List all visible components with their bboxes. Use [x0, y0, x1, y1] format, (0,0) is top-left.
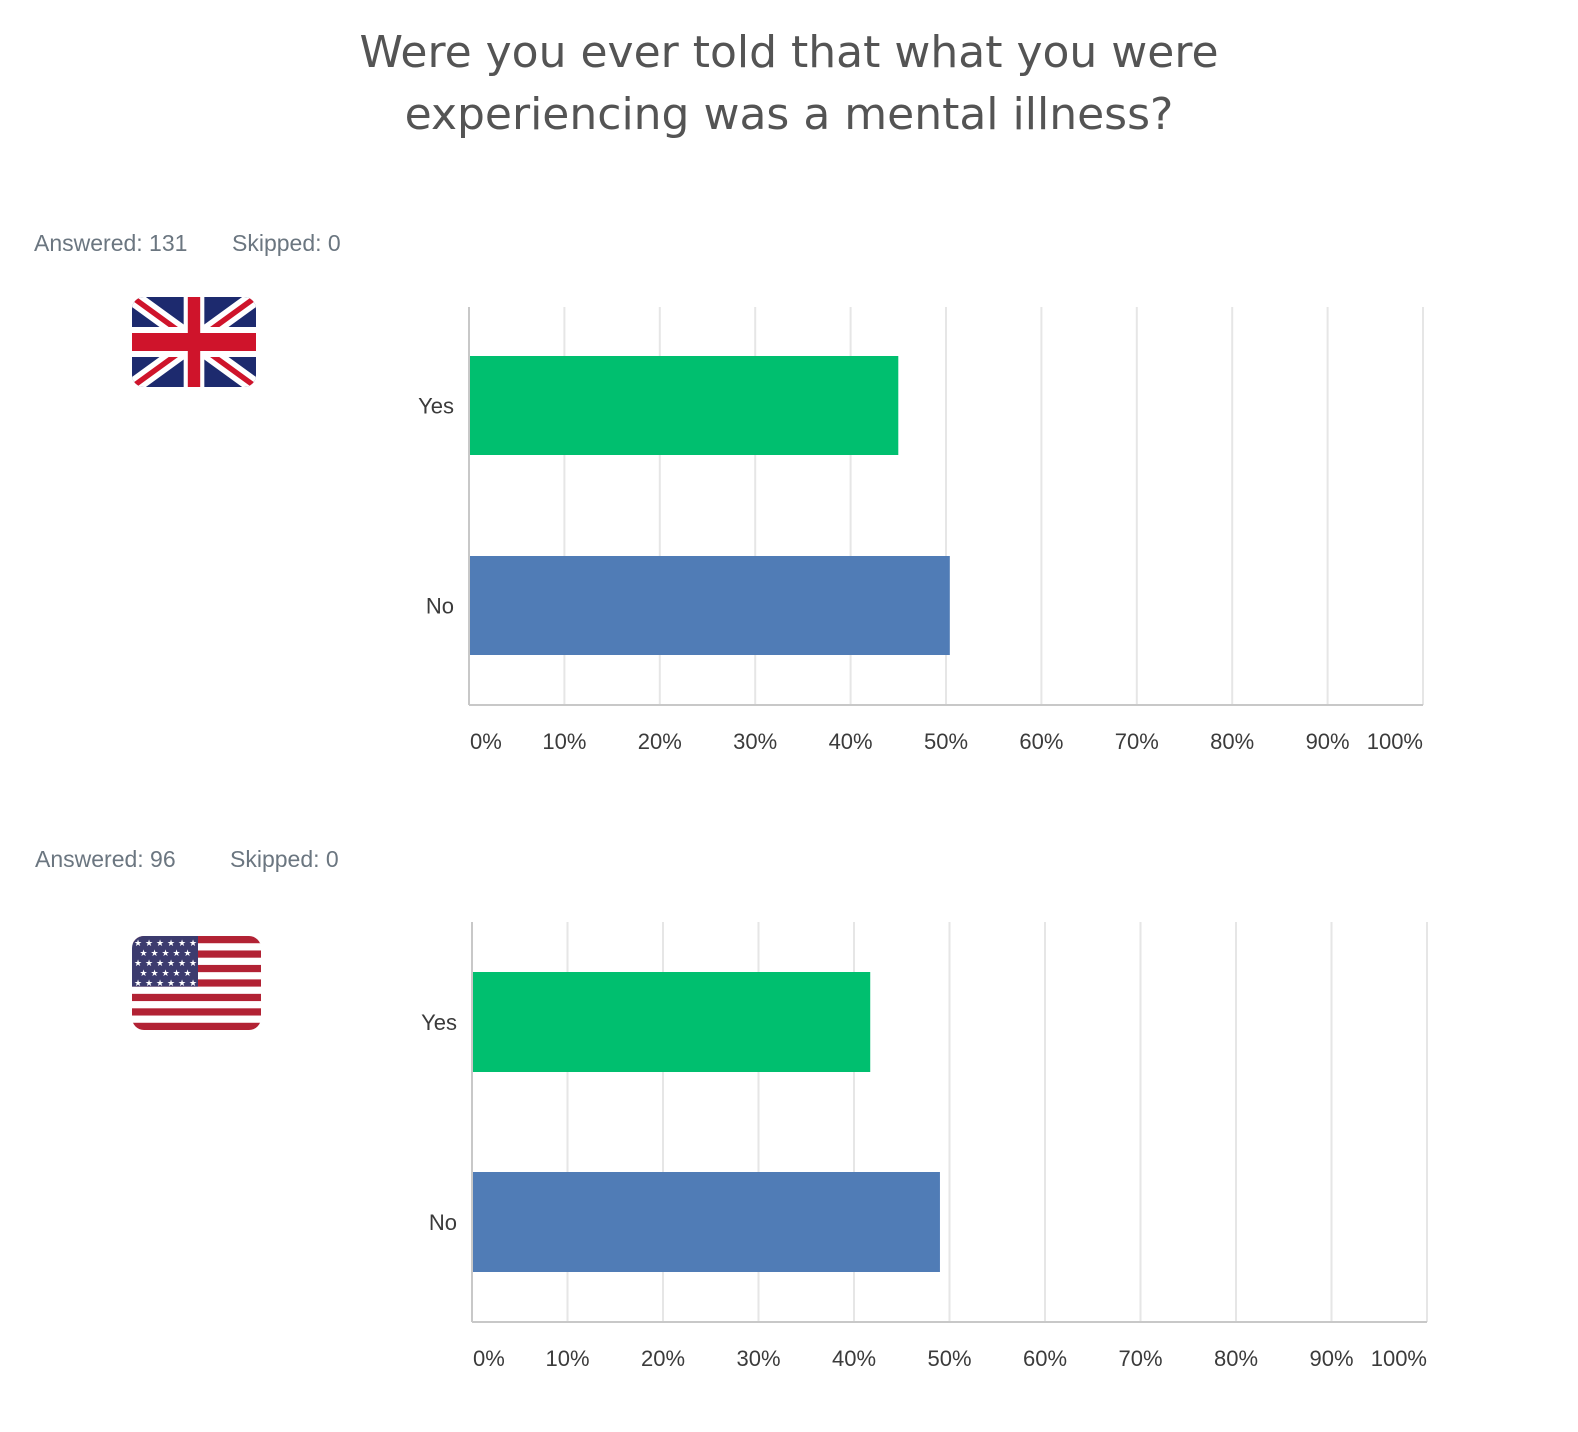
svg-text:★: ★: [156, 959, 164, 969]
x-tick-label: 70%: [1115, 729, 1159, 754]
svg-text:★: ★: [145, 939, 153, 949]
x-tick-label: 50%: [924, 729, 968, 754]
x-tick-label: 60%: [1019, 729, 1063, 754]
x-tick-label: 70%: [1118, 1346, 1162, 1371]
svg-text:★: ★: [189, 979, 197, 989]
svg-text:★: ★: [161, 969, 169, 979]
svg-text:★: ★: [178, 959, 186, 969]
answered-count: Answered: 131: [34, 230, 188, 256]
svg-text:★: ★: [150, 949, 158, 959]
x-tick-label: 20%: [641, 1346, 685, 1371]
svg-text:★: ★: [167, 979, 175, 989]
x-tick-label: 40%: [832, 1346, 876, 1371]
category-label: No: [429, 1210, 457, 1235]
category-label: No: [426, 594, 454, 619]
x-tick-label: 0%: [470, 729, 502, 754]
x-tick-label: 100%: [1371, 1346, 1427, 1371]
svg-text:★: ★: [139, 949, 147, 959]
svg-text:★: ★: [156, 939, 164, 949]
svg-text:★: ★: [156, 979, 164, 989]
x-tick-label: 100%: [1367, 729, 1423, 754]
uk-flag-icon: [132, 297, 256, 387]
skipped-count: Skipped: 0: [232, 230, 341, 256]
x-tick-label: 50%: [927, 1346, 971, 1371]
bar-no: [473, 1172, 940, 1272]
x-tick-label: 30%: [736, 1346, 780, 1371]
svg-text:★: ★: [172, 949, 180, 959]
x-tick-label: 60%: [1023, 1346, 1067, 1371]
svg-text:★: ★: [134, 939, 142, 949]
bar-no: [470, 556, 950, 655]
x-tick-label: 80%: [1210, 729, 1254, 754]
svg-text:★: ★: [172, 969, 180, 979]
svg-text:★: ★: [178, 979, 186, 989]
category-label: Yes: [418, 394, 454, 419]
svg-text:★: ★: [139, 969, 147, 979]
x-tick-label: 0%: [473, 1346, 505, 1371]
title-line-2: experiencing was a mental illness?: [404, 89, 1174, 140]
svg-text:★: ★: [145, 959, 153, 969]
svg-text:★: ★: [145, 979, 153, 989]
x-tick-label: 20%: [638, 729, 682, 754]
svg-text:★: ★: [134, 979, 142, 989]
bar-yes: [473, 972, 871, 1072]
svg-text:★: ★: [134, 959, 142, 969]
x-tick-label: 40%: [829, 729, 873, 754]
svg-text:★: ★: [161, 949, 169, 959]
x-tick-label: 80%: [1214, 1346, 1258, 1371]
svg-text:★: ★: [167, 939, 175, 949]
svg-text:★: ★: [178, 939, 186, 949]
x-tick-label: 90%: [1306, 729, 1350, 754]
x-tick-label: 30%: [733, 729, 777, 754]
svg-text:★: ★: [183, 969, 191, 979]
answered-count: Answered: 96: [35, 846, 176, 872]
svg-text:★: ★: [189, 939, 197, 949]
bar-chart-uk: Yes No 0% 10% 20% 30% 40% 50% 60% 70% 80% 90% 100%: [418, 307, 1424, 754]
svg-text:★: ★: [167, 959, 175, 969]
category-label: Yes: [421, 1010, 457, 1035]
title-line-1: Were you ever told that what you were: [359, 27, 1219, 78]
skipped-count: Skipped: 0: [230, 846, 339, 872]
x-tick-label: 10%: [545, 1346, 589, 1371]
svg-text:★: ★: [150, 969, 158, 979]
chart-title: Were you ever told that what you were ex…: [0, 22, 1578, 146]
x-tick-label: 90%: [1309, 1346, 1353, 1371]
svg-text:★: ★: [183, 949, 191, 959]
bar-yes: [470, 356, 899, 455]
svg-text:★: ★: [189, 959, 197, 969]
x-tick-label: 10%: [542, 729, 586, 754]
us-flag-icon: ★ ★ ★ ★ ★ ★ ★ ★ ★ ★ ★ ★ ★ ★ ★ ★ ★ ★ ★ ★ ★ ★ ★ ★ ★ ★ ★ ★: [132, 936, 261, 1030]
